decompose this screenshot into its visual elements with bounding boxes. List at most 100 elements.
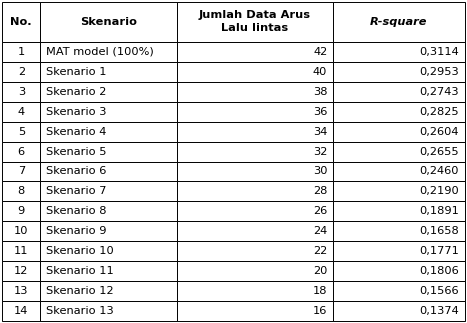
Text: Skenario 11: Skenario 11 bbox=[46, 266, 113, 276]
Text: 7: 7 bbox=[18, 166, 25, 176]
Text: 0,2953: 0,2953 bbox=[419, 67, 459, 77]
Text: 36: 36 bbox=[313, 107, 327, 117]
Text: 9: 9 bbox=[18, 206, 25, 216]
Text: Skenario 8: Skenario 8 bbox=[46, 206, 106, 216]
Bar bbox=[2, 182, 40, 202]
Bar bbox=[2, 162, 40, 182]
Bar bbox=[333, 182, 465, 202]
Text: 0,2743: 0,2743 bbox=[419, 87, 459, 97]
Bar bbox=[40, 182, 177, 202]
Text: 18: 18 bbox=[313, 287, 327, 297]
Bar bbox=[177, 281, 333, 301]
Text: 22: 22 bbox=[313, 246, 327, 256]
Text: Skenario 6: Skenario 6 bbox=[46, 166, 106, 176]
Bar bbox=[333, 261, 465, 281]
Bar bbox=[333, 202, 465, 222]
Text: 4: 4 bbox=[18, 107, 25, 117]
Bar bbox=[40, 202, 177, 222]
Bar bbox=[40, 42, 177, 62]
Bar bbox=[2, 2, 40, 42]
Text: Skenario 10: Skenario 10 bbox=[46, 246, 113, 256]
Bar bbox=[177, 242, 333, 261]
Text: Skenario 4: Skenario 4 bbox=[46, 127, 106, 137]
Text: 0,2604: 0,2604 bbox=[419, 127, 459, 137]
Text: Skenario 1: Skenario 1 bbox=[46, 67, 106, 77]
Text: 32: 32 bbox=[313, 147, 327, 157]
Text: 1: 1 bbox=[18, 47, 25, 57]
Text: 10: 10 bbox=[14, 226, 28, 236]
Text: 0,2825: 0,2825 bbox=[419, 107, 459, 117]
Text: Jumlah Data Arus
Lalu lintas: Jumlah Data Arus Lalu lintas bbox=[199, 10, 311, 33]
Text: 28: 28 bbox=[313, 186, 327, 196]
Bar bbox=[333, 281, 465, 301]
Bar bbox=[2, 242, 40, 261]
Text: Skenario 5: Skenario 5 bbox=[46, 147, 106, 157]
Text: 3: 3 bbox=[18, 87, 25, 97]
Text: 30: 30 bbox=[313, 166, 327, 176]
Bar bbox=[177, 162, 333, 182]
Text: 0,2190: 0,2190 bbox=[419, 186, 459, 196]
Bar bbox=[177, 42, 333, 62]
Text: 8: 8 bbox=[18, 186, 25, 196]
Bar bbox=[2, 281, 40, 301]
Bar bbox=[2, 222, 40, 242]
Bar bbox=[40, 141, 177, 162]
Bar bbox=[40, 222, 177, 242]
Text: No.: No. bbox=[10, 16, 32, 26]
Text: Skenario 7: Skenario 7 bbox=[46, 186, 106, 196]
Text: Skenario: Skenario bbox=[80, 16, 137, 26]
Bar bbox=[333, 242, 465, 261]
Text: 38: 38 bbox=[313, 87, 327, 97]
Text: 12: 12 bbox=[14, 266, 28, 276]
Text: 14: 14 bbox=[14, 307, 28, 317]
Bar bbox=[40, 82, 177, 101]
Bar bbox=[177, 202, 333, 222]
Text: 0,3114: 0,3114 bbox=[419, 47, 459, 57]
Text: 2: 2 bbox=[18, 67, 25, 77]
Bar bbox=[333, 101, 465, 121]
Text: 13: 13 bbox=[14, 287, 28, 297]
Bar bbox=[333, 2, 465, 42]
Bar bbox=[2, 141, 40, 162]
Bar bbox=[40, 261, 177, 281]
Bar bbox=[333, 42, 465, 62]
Bar bbox=[177, 141, 333, 162]
Text: R-square: R-square bbox=[370, 16, 427, 26]
Bar bbox=[40, 162, 177, 182]
Bar bbox=[177, 121, 333, 141]
Bar bbox=[177, 261, 333, 281]
Bar bbox=[40, 242, 177, 261]
Text: MAT model (100%): MAT model (100%) bbox=[46, 47, 154, 57]
Text: 26: 26 bbox=[313, 206, 327, 216]
Bar bbox=[333, 222, 465, 242]
Text: Skenario 12: Skenario 12 bbox=[46, 287, 113, 297]
Text: 11: 11 bbox=[14, 246, 28, 256]
Bar bbox=[177, 222, 333, 242]
Bar bbox=[333, 82, 465, 101]
Text: 0,1566: 0,1566 bbox=[419, 287, 459, 297]
Bar bbox=[333, 141, 465, 162]
Text: 0,1891: 0,1891 bbox=[419, 206, 459, 216]
Bar bbox=[2, 202, 40, 222]
Bar bbox=[177, 2, 333, 42]
Text: 6: 6 bbox=[18, 147, 25, 157]
Bar bbox=[333, 62, 465, 81]
Bar bbox=[2, 62, 40, 81]
Bar bbox=[2, 42, 40, 62]
Bar bbox=[40, 121, 177, 141]
Bar bbox=[177, 101, 333, 121]
Text: 34: 34 bbox=[313, 127, 327, 137]
Text: 0,1771: 0,1771 bbox=[419, 246, 459, 256]
Text: 5: 5 bbox=[18, 127, 25, 137]
Bar bbox=[2, 261, 40, 281]
Text: 16: 16 bbox=[313, 307, 327, 317]
Bar bbox=[333, 121, 465, 141]
Text: 0,1806: 0,1806 bbox=[419, 266, 459, 276]
Text: 40: 40 bbox=[313, 67, 327, 77]
Bar bbox=[177, 182, 333, 202]
Bar bbox=[40, 301, 177, 321]
Text: 0,1374: 0,1374 bbox=[419, 307, 459, 317]
Text: Skenario 3: Skenario 3 bbox=[46, 107, 106, 117]
Bar bbox=[40, 2, 177, 42]
Text: 0,2460: 0,2460 bbox=[419, 166, 459, 176]
